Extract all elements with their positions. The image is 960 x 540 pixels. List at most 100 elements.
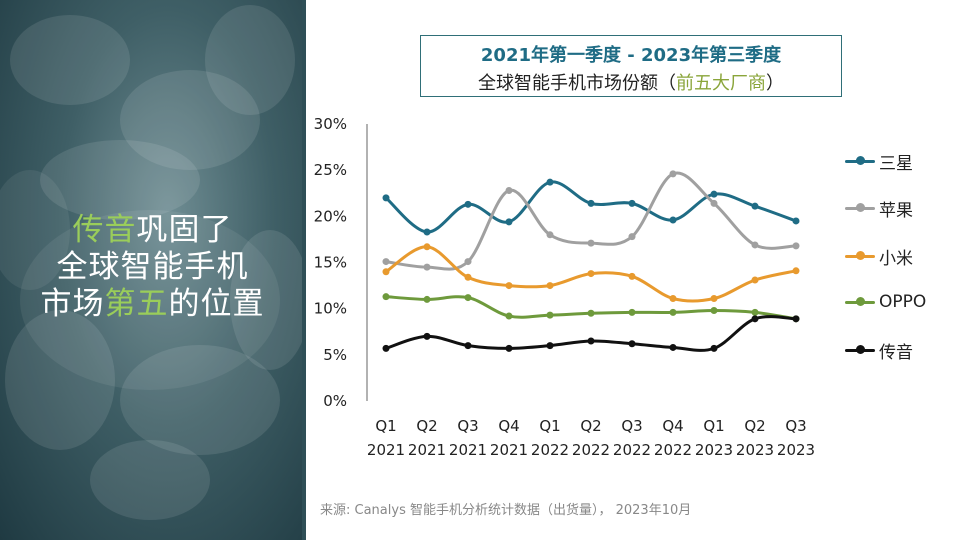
legend-item: 苹果	[845, 198, 955, 221]
legend-swatch	[845, 345, 875, 354]
data-point	[751, 308, 759, 316]
data-point	[751, 241, 759, 249]
chart-title-box: 2021年第一季度 - 2023年第三季度 全球智能手机市场份额（前五大厂商）	[420, 35, 842, 97]
source-note: 来源: Canalys 智能手机分析统计数据（出货量）， 2023年10月	[320, 503, 692, 518]
x-tick-year: 2021	[449, 441, 487, 459]
data-point	[628, 340, 636, 348]
legend-dot	[856, 345, 865, 354]
y-tick-label: 0%	[323, 392, 347, 410]
legend-item: 三星	[845, 151, 955, 174]
data-point	[464, 258, 472, 266]
data-point	[505, 344, 513, 352]
y-tick-label: 20%	[314, 207, 347, 225]
headline-line-2: 全球智能手机	[56, 249, 249, 285]
x-tick-year: 2023	[777, 441, 815, 459]
data-point	[382, 258, 390, 266]
data-point	[628, 199, 636, 207]
data-point	[546, 178, 554, 186]
data-point	[423, 295, 431, 303]
x-tick-year: 2022	[613, 441, 651, 459]
data-point	[464, 200, 472, 208]
headline-line-3-a: 市场	[40, 286, 105, 322]
legend-dot	[856, 203, 865, 212]
data-point	[587, 337, 595, 345]
x-tick-year: 2021	[367, 441, 405, 459]
chart-title-end: ）	[766, 73, 784, 94]
data-point	[587, 309, 595, 317]
data-point	[669, 295, 677, 303]
legend-swatch	[845, 297, 875, 306]
headline-highlight-rank: 第五	[104, 286, 169, 322]
x-tick-quarter: Q1	[539, 417, 560, 435]
y-tick-label: 30%	[314, 115, 347, 133]
legend-swatch	[845, 156, 875, 165]
data-point	[382, 194, 390, 202]
data-point	[382, 293, 390, 301]
x-tick-quarter: Q4	[498, 417, 519, 435]
headline-line-3-b: 的位置	[168, 286, 265, 322]
series-line-4	[385, 315, 797, 352]
data-point	[587, 239, 595, 247]
legend-swatch	[845, 203, 875, 212]
data-point	[546, 311, 554, 319]
data-point	[382, 344, 390, 352]
x-tick-year: 2022	[531, 441, 569, 459]
legend-item: 传音	[845, 340, 955, 363]
legend-label: 传音	[879, 342, 913, 363]
legend-item: OPPO	[845, 292, 955, 312]
x-tick-quarter: Q2	[416, 417, 437, 435]
headline-line-3: 市场第五的位置	[20, 286, 285, 323]
data-point	[546, 342, 554, 350]
data-point	[546, 231, 554, 239]
x-tick-year: 2022	[572, 441, 610, 459]
y-tick-label: 5%	[323, 346, 347, 364]
legend-dot	[856, 156, 865, 165]
x-tick-quarter: Q1	[375, 417, 396, 435]
data-point	[710, 199, 718, 207]
y-tick-label: 25%	[314, 161, 347, 179]
chart-title-accent: 前五大厂商	[676, 73, 766, 94]
data-point	[710, 190, 718, 198]
data-point	[587, 199, 595, 207]
data-point	[669, 343, 677, 351]
x-tick-year: 2023	[736, 441, 774, 459]
data-point	[710, 344, 718, 352]
data-point	[669, 216, 677, 224]
x-tick-year: 2021	[408, 441, 446, 459]
data-point	[792, 217, 800, 225]
data-point	[505, 186, 513, 194]
data-point	[423, 263, 431, 271]
chart-title-period: 2021年第一季度 - 2023年第三季度	[480, 45, 782, 66]
orchid-decoration	[0, 5, 305, 520]
legend-label: OPPO	[879, 292, 927, 312]
legend-item: 小米	[845, 246, 955, 269]
data-point	[423, 332, 431, 340]
x-tick-quarter: Q2	[580, 417, 601, 435]
data-point	[505, 218, 513, 226]
data-point	[710, 295, 718, 303]
x-tick-year: 2022	[654, 441, 692, 459]
data-point	[669, 308, 677, 316]
y-tick-label: 15%	[314, 254, 347, 272]
legend-dot	[856, 297, 865, 306]
x-tick-quarter: Q3	[785, 417, 806, 435]
data-point	[464, 342, 472, 350]
x-tick-quarter: Q1	[703, 417, 724, 435]
x-tick-quarter: Q3	[621, 417, 642, 435]
data-point	[628, 272, 636, 280]
data-point	[792, 242, 800, 250]
data-point	[464, 294, 472, 302]
data-point	[628, 308, 636, 316]
x-tick-quarter: Q3	[457, 417, 478, 435]
legend-label: 三星	[879, 153, 913, 174]
x-tick-year: 2023	[695, 441, 733, 459]
data-point	[464, 273, 472, 281]
x-tick-year: 2021	[490, 441, 528, 459]
chart-title-subject: 全球智能手机市场份额（前五大厂商）	[421, 69, 841, 95]
x-tick-quarter: Q2	[744, 417, 765, 435]
data-point	[792, 267, 800, 275]
legend-swatch	[845, 251, 875, 260]
legend-dot	[856, 251, 865, 260]
data-point	[792, 315, 800, 323]
headline: 传音巩固了 全球智能手机 市场第五的位置	[20, 212, 285, 323]
